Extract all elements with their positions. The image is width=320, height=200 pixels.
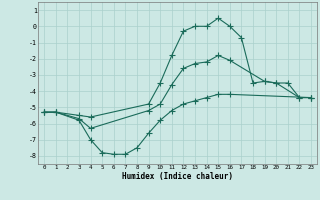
X-axis label: Humidex (Indice chaleur): Humidex (Indice chaleur) — [122, 172, 233, 181]
